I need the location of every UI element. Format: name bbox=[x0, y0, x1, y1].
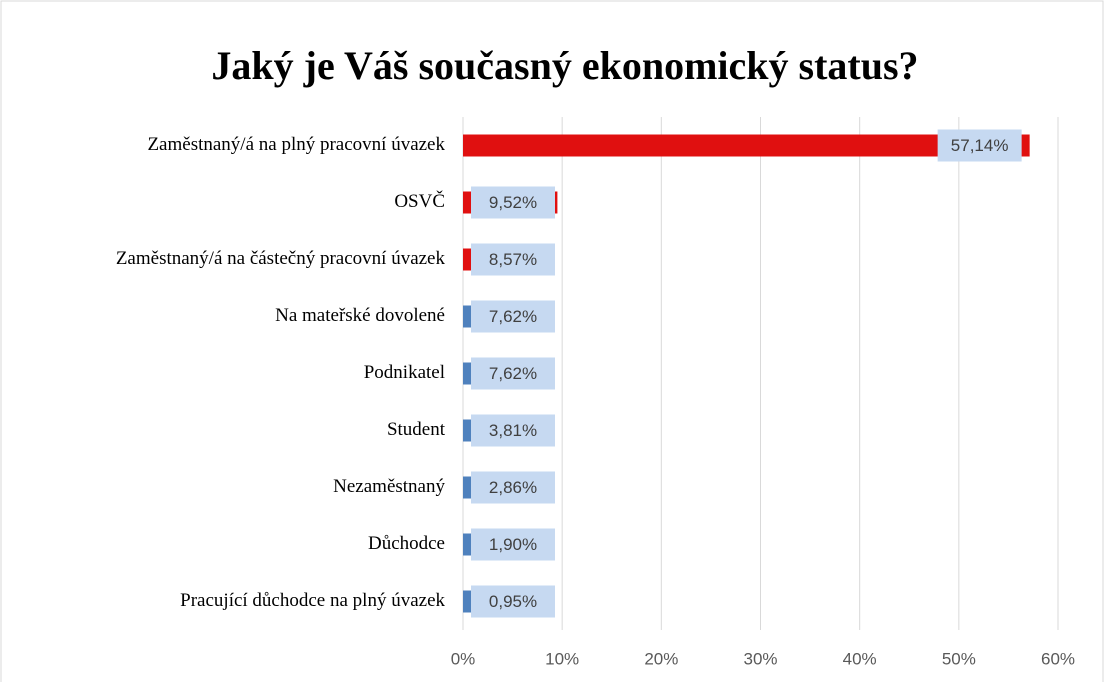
value-label: 1,90% bbox=[489, 535, 537, 554]
x-tick-label: 20% bbox=[644, 649, 678, 668]
bar bbox=[463, 590, 473, 613]
value-label-box bbox=[471, 243, 555, 276]
value-label: 0,95% bbox=[489, 592, 537, 611]
x-tick-label: 0% bbox=[451, 649, 476, 668]
y-tick-label: Student bbox=[387, 419, 446, 440]
value-label-box bbox=[471, 186, 555, 219]
x-tick-label: 40% bbox=[843, 649, 877, 668]
y-tick-label: Zaměstnaný/á na plný pracovní úvazek bbox=[147, 134, 445, 155]
y-tick-label: Zaměstnaný/á na částečný pracovní úvazek bbox=[116, 248, 446, 269]
y-tick-label: OSVČ bbox=[394, 190, 445, 212]
value-label-box bbox=[471, 300, 555, 333]
value-label-box bbox=[471, 528, 555, 561]
value-label: 9,52% bbox=[489, 193, 537, 212]
value-label: 2,86% bbox=[489, 478, 537, 497]
value-label-box bbox=[937, 129, 1022, 162]
y-tick-label: Nezaměstnaný bbox=[333, 476, 445, 497]
chart-title: Jaký je Váš současný ekonomický status? bbox=[211, 43, 918, 88]
value-label: 3,81% bbox=[489, 421, 537, 440]
y-tick-label: Pracující důchodce na plný úvazek bbox=[180, 590, 445, 611]
x-tick-label: 60% bbox=[1041, 649, 1075, 668]
value-label-box bbox=[471, 414, 555, 447]
y-tick-label: Důchodce bbox=[368, 533, 445, 554]
value-label-box bbox=[471, 357, 555, 390]
value-label-box bbox=[471, 471, 555, 504]
x-tick-label: 50% bbox=[942, 649, 976, 668]
value-label: 57,14% bbox=[951, 136, 1009, 155]
x-tick-label: 30% bbox=[743, 649, 777, 668]
value-label: 7,62% bbox=[489, 364, 537, 383]
bar bbox=[463, 134, 1030, 157]
y-tick-label: Na mateřské dovolené bbox=[275, 305, 445, 326]
value-label: 7,62% bbox=[489, 307, 537, 326]
value-label-box bbox=[471, 585, 555, 618]
y-tick-label: Podnikatel bbox=[364, 362, 445, 383]
value-label: 8,57% bbox=[489, 250, 537, 269]
x-tick-label: 10% bbox=[545, 649, 579, 668]
